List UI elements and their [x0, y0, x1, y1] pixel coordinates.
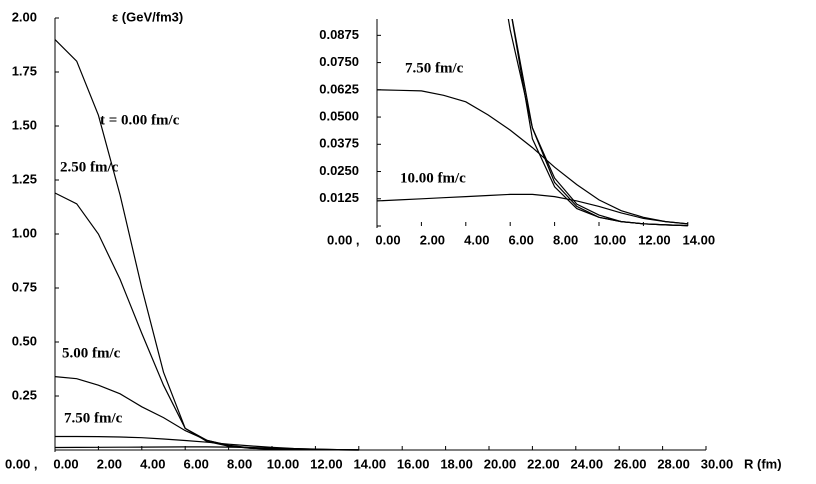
y-tick-label: 1.75 [12, 63, 37, 78]
series-line [377, 193, 688, 225]
x-tick-label: 10.00 [594, 232, 627, 247]
x-tick-label: 16.00 [397, 456, 430, 471]
x-tick-label: 8.00 [227, 456, 252, 471]
y-tick-label: 0.0625 [319, 81, 359, 96]
y-tick-label: 0.0375 [319, 136, 359, 151]
y-tick-label: 2.00 [12, 9, 37, 24]
plot-area [54, 39, 359, 451]
series-line [54, 376, 359, 451]
series-label: 10.00 fm/c [400, 170, 466, 186]
x-tick-label: 0.00 [53, 456, 78, 471]
x-tick-label: 20.00 [484, 456, 517, 471]
plot-area [377, 19, 688, 227]
series-line [54, 39, 359, 451]
y-tick-label: 1.25 [12, 171, 37, 186]
x-tick-label: 6.00 [509, 232, 534, 247]
y-tick-label: 0.25 [12, 387, 37, 402]
series-line [511, 19, 688, 227]
x-tick-label: 12.00 [638, 232, 671, 247]
series-line [507, 19, 688, 227]
y-tick-label: 0.50 [12, 333, 37, 348]
series-line [511, 19, 688, 227]
y-tick-label: 0.75 [12, 279, 37, 294]
y-tick-label: 0.00 , [5, 456, 38, 471]
x-tick-label: 10.00 [267, 456, 300, 471]
series-line [54, 446, 359, 451]
x-axis-label: R (fm) [744, 456, 782, 471]
y-tick-label: 1.00 [12, 225, 37, 240]
series-label: 7.50 fm/c [64, 410, 123, 426]
x-tick-label: 22.00 [527, 456, 560, 471]
y-axis-label: ε (GeV/fm3) [112, 9, 183, 24]
x-tick-label: 0.00 [375, 232, 400, 247]
x-tick-label: 14.00 [354, 456, 387, 471]
x-tick-label: 4.00 [464, 232, 489, 247]
y-tick-label: 0.0500 [319, 108, 359, 123]
x-tick-label: 30.00 [701, 456, 734, 471]
x-tick-label: 2.00 [97, 456, 122, 471]
x-tick-label: 14.00 [683, 232, 716, 247]
x-tick-label: 24.00 [571, 456, 604, 471]
x-tick-label: 6.00 [184, 456, 209, 471]
series-label: t = 0.00 fm/c [100, 112, 180, 128]
y-tick-label: 1.50 [12, 117, 37, 132]
y-tick-label: 0.00 , [327, 232, 360, 247]
series-label: 7.50 fm/c [405, 60, 464, 76]
x-tick-label: 26.00 [614, 456, 647, 471]
x-tick-label: 2.00 [420, 232, 445, 247]
y-tick-label: 0.0875 [319, 27, 359, 42]
x-tick-label: 28.00 [657, 456, 690, 471]
series-label: 2.50 fm/c [60, 159, 119, 175]
y-tick-label: 0.0750 [319, 54, 359, 69]
x-tick-label: 4.00 [140, 456, 165, 471]
x-tick-label: 8.00 [553, 232, 578, 247]
y-tick-label: 0.0125 [319, 190, 359, 205]
series-label: 5.00 fm/c [62, 345, 121, 361]
y-tick-label: 0.0250 [319, 163, 359, 178]
x-tick-label: 12.00 [310, 456, 343, 471]
series-line [377, 89, 688, 225]
x-tick-label: 18.00 [440, 456, 473, 471]
